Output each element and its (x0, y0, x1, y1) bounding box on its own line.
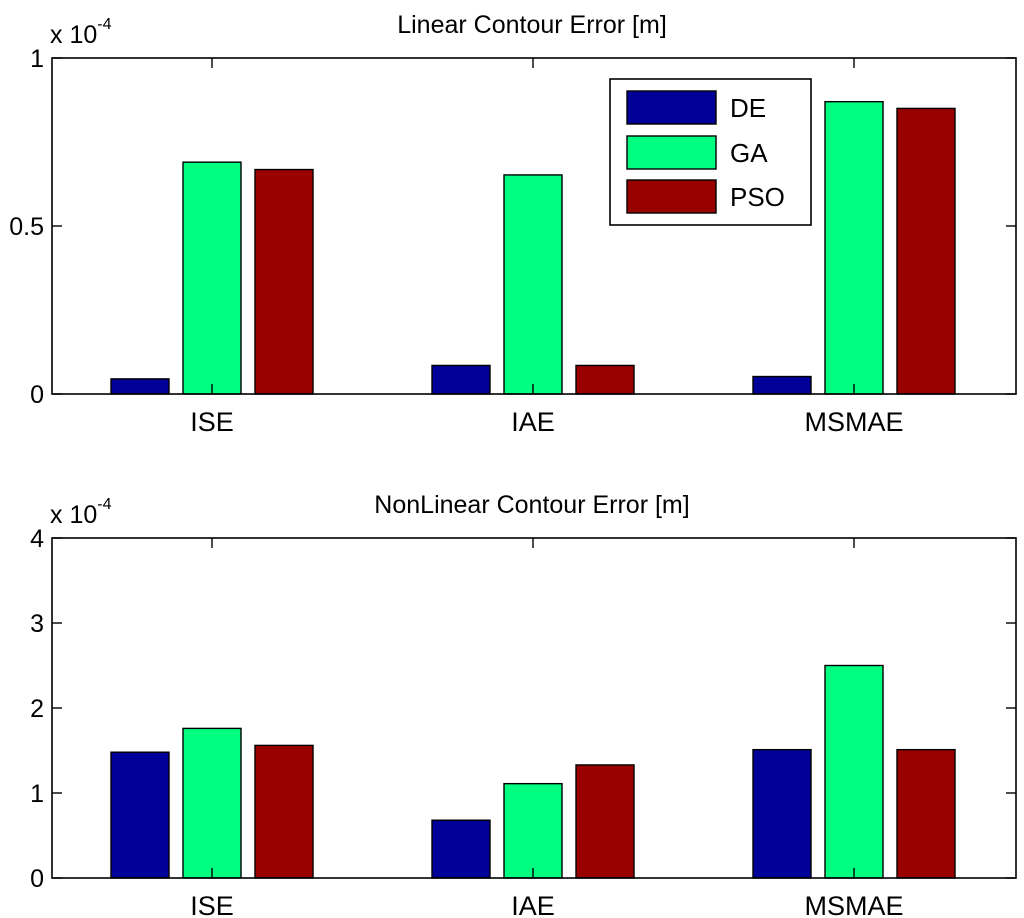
nonlinear-bars (110, 664, 956, 879)
x-tick-label-iae: IAE (511, 407, 555, 437)
linear-chart: Linear Contour Error [m] x 10-4 0 0.5 1 ISE… (9, 11, 1017, 437)
bar-de-msmae (752, 375, 812, 395)
bar-pso-msmae (896, 748, 956, 879)
y-tick-label: 2 (30, 695, 44, 723)
bar-ga-msmae (824, 100, 884, 395)
y-tick-label: 0 (30, 865, 44, 893)
bar-de-ise (110, 751, 170, 879)
bar-de-iae (431, 819, 491, 879)
nonlinear-y-multiplier: x 10-4 (50, 496, 112, 529)
legend-label-ga: GA (730, 138, 768, 168)
legend-label-pso: PSO (730, 182, 785, 212)
bar-pso-iae (575, 764, 635, 879)
bar-pso-iae (575, 364, 635, 395)
nonlinear-plot-frame (51, 537, 1017, 879)
bar-pso-ise (254, 744, 314, 879)
legend-label-de: DE (730, 93, 766, 123)
bar-pso-msmae (896, 107, 956, 395)
nonlinear-ticks: 0 1 2 3 4 ISE IAE MSMAE (30, 525, 1016, 918)
bar-ga-ise (182, 727, 242, 879)
legend-swatch-ga (626, 135, 717, 170)
y-tick-label: 1 (30, 45, 44, 73)
legend-swatch-pso (626, 179, 717, 214)
linear-plot-frame (51, 57, 1017, 395)
bar-ga-iae (503, 174, 563, 395)
y-tick-label: 4 (30, 525, 44, 553)
legend: DE GA PSO (609, 78, 812, 226)
bar-ga-iae (503, 782, 563, 879)
x-tick-label-iae: IAE (511, 891, 555, 918)
bar-de-iae (431, 364, 491, 395)
legend-swatch-de (626, 90, 717, 125)
x-tick-label-ise: ISE (190, 407, 234, 437)
bar-ga-ise (182, 161, 242, 395)
x-tick-label-msmae: MSMAE (804, 407, 903, 437)
bar-ga-msmae (824, 664, 884, 879)
x-tick-label-msmae: MSMAE (804, 891, 903, 918)
linear-y-multiplier: x 10-4 (50, 16, 112, 49)
bar-de-msmae (752, 748, 812, 879)
x-tick-label-ise: ISE (190, 891, 234, 918)
linear-bars (110, 100, 956, 395)
bar-de-ise (110, 378, 170, 395)
nonlinear-chart: NonLinear Contour Error [m] x 10-4 0 1 2 3 4… (30, 491, 1017, 918)
y-tick-label: 0.5 (9, 213, 44, 241)
linear-chart-title: Linear Contour Error [m] (397, 11, 667, 39)
bar-pso-ise (254, 168, 314, 395)
nonlinear-chart-title: NonLinear Contour Error [m] (374, 491, 689, 519)
y-tick-label: 3 (30, 610, 44, 638)
linear-ticks: 0 0.5 1 ISE IAE MSMAE (9, 45, 1016, 437)
y-tick-label: 1 (30, 780, 44, 808)
y-tick-label: 0 (30, 381, 44, 409)
